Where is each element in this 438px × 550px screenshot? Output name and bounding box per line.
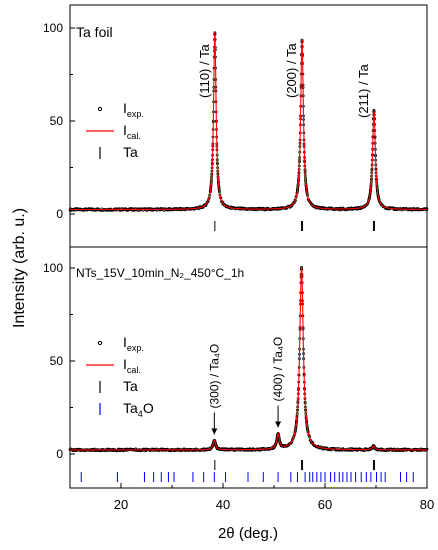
- legend-circle-marker: [97, 106, 103, 112]
- peak-label: (211) / Ta: [356, 64, 371, 118]
- panel-bottom-title: NTs_15V_10min_N₂_450°C_1h: [76, 266, 244, 280]
- peak-label: (200) / Ta: [284, 43, 299, 98]
- x-tick-label: 40: [216, 497, 230, 512]
- peak-arrowhead: [211, 428, 218, 435]
- legend-label: Ical.: [123, 122, 141, 141]
- calculated-profile: [70, 32, 427, 211]
- legend-label: Iexp.: [123, 334, 144, 353]
- y-tick-label: 50: [50, 114, 64, 128]
- y-tick-label: 0: [56, 207, 63, 221]
- legend-label: Ta: [123, 144, 138, 160]
- calculated-profile: [70, 267, 427, 451]
- legend-label: Ta4O: [123, 400, 154, 419]
- legend-circle-marker: [97, 340, 103, 346]
- peak-label: (400) / Ta₄O: [271, 337, 285, 402]
- peak-label: (110) / Ta: [197, 44, 212, 98]
- x-tick-label: 60: [318, 497, 332, 512]
- peak-arrowhead: [275, 421, 282, 428]
- x-axis-label: 2θ (deg.): [218, 525, 278, 542]
- x-tick-label: 80: [420, 497, 434, 512]
- y-axis-label: Intensity (arb. u.): [11, 208, 28, 328]
- x-tick-label: 20: [114, 497, 128, 512]
- y-tick-label: 100: [43, 261, 63, 275]
- y-tick-label: 0: [56, 447, 63, 461]
- legend-label: Ta: [123, 378, 138, 394]
- peak-label: (300) / Ta₄O: [207, 344, 221, 409]
- panel-top-title: Ta foil: [76, 24, 113, 40]
- y-tick-label: 100: [43, 21, 63, 35]
- legend-label: Iexp.: [123, 100, 144, 119]
- legend-label: Ical.: [123, 356, 141, 375]
- y-tick-label: 50: [50, 354, 64, 368]
